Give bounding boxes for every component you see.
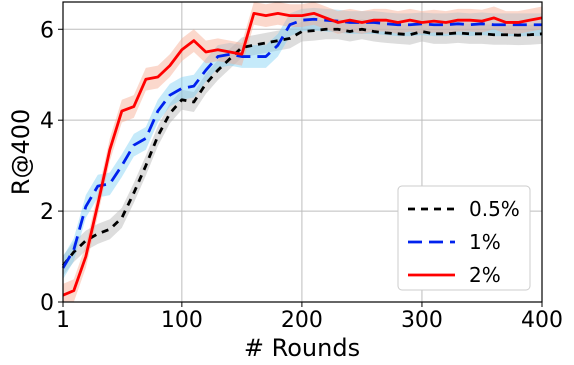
y-tick-label: 0	[40, 291, 54, 316]
y-tick-label: 2	[40, 200, 54, 225]
legend-label: 0.5%	[469, 197, 520, 221]
legend-label: 2%	[469, 263, 501, 287]
legend-box	[397, 185, 531, 291]
legend-label: 1%	[469, 230, 501, 254]
y-tick-label: 6	[40, 18, 54, 43]
x-tick-label: 200	[281, 308, 323, 333]
x-tick-label: 100	[161, 308, 203, 333]
y-axis-title: R@400	[7, 109, 35, 195]
series-lines	[61, 11, 543, 297]
plot-frame	[62, 1, 543, 303]
series-line-1%	[61, 17, 542, 269]
series-line-2%	[62, 11, 543, 297]
legend: 0.5% 1% 2%	[397, 185, 531, 291]
x-tick-label: 300	[401, 308, 443, 333]
x-tick-label: 400	[521, 308, 563, 333]
axis-ticks: 1 100 200 300 400 0 2 4 6	[40, 18, 563, 333]
x-tick-label: 1	[56, 308, 70, 333]
x-axis-title: # Rounds	[244, 334, 360, 362]
y-tick-label: 4	[40, 109, 54, 134]
